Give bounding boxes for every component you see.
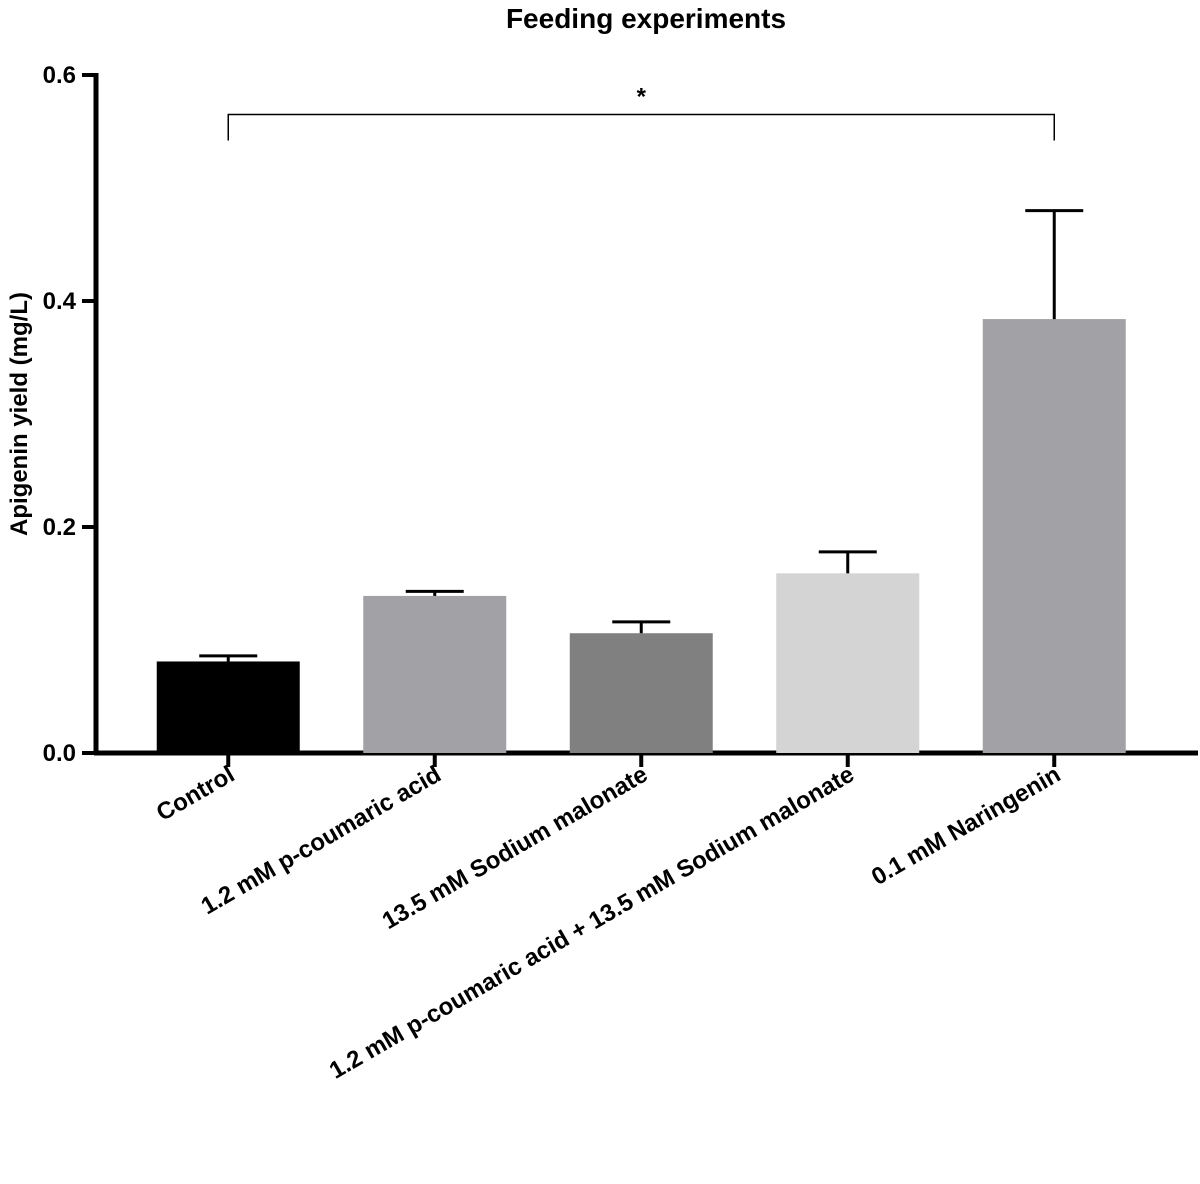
y-tick-label: 0.2 (43, 514, 76, 541)
bar (569, 633, 713, 753)
bar (156, 661, 300, 753)
significance-bracket: * (227, 84, 1055, 141)
chart-title: Feeding experiments (506, 3, 786, 34)
significance-line (227, 113, 1055, 141)
bar (776, 573, 920, 753)
y-axis-label: Apigenin yield (mg/L) (6, 292, 33, 536)
significance-label: * (637, 84, 647, 111)
y-tick-label: 0.6 (43, 62, 76, 89)
bars (156, 319, 1126, 753)
y-tick-label: 0.0 (43, 740, 76, 767)
bar (982, 319, 1126, 753)
category-label: 0.1 mM Naringenin (867, 761, 1065, 891)
y-tick-label: 0.4 (43, 288, 77, 315)
category-label: Control (152, 761, 239, 827)
bar (363, 595, 507, 753)
error-bars (199, 209, 1084, 662)
